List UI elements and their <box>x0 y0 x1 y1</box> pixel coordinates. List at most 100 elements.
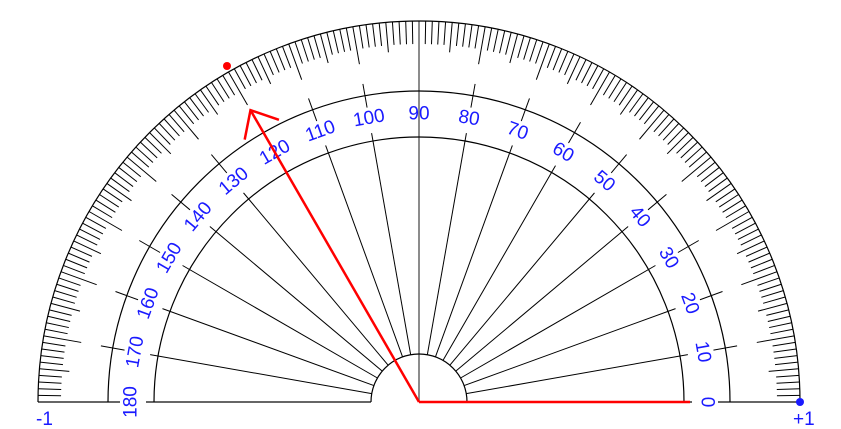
degree-tick <box>658 118 675 137</box>
degree-tick <box>63 264 85 275</box>
degree-tick <box>173 109 199 140</box>
degree-tick <box>200 89 219 115</box>
degree-tick <box>38 381 62 384</box>
degree-tick <box>46 322 69 329</box>
degree-tick <box>731 216 753 229</box>
degree-tick <box>194 93 209 113</box>
degree-tick <box>776 374 800 378</box>
degree-tick <box>772 341 796 347</box>
degree-tick <box>613 82 627 103</box>
radial-line <box>182 265 378 379</box>
degree-tick <box>684 146 703 163</box>
degree-tick <box>339 29 346 52</box>
degree-tick <box>629 93 644 113</box>
degree-tick <box>44 328 68 335</box>
degree-tick <box>634 97 649 117</box>
angle-label: 0 <box>697 397 718 408</box>
degree-tick <box>391 21 395 45</box>
degree-tick <box>281 46 292 68</box>
degree-tick <box>131 151 150 168</box>
degree-tick <box>294 41 303 64</box>
degree-tick <box>535 43 550 80</box>
degree-tick <box>639 101 654 121</box>
middle-arc <box>107 90 731 403</box>
degree-tick <box>509 33 519 64</box>
degree-tick <box>756 335 795 343</box>
radial-line <box>325 145 404 358</box>
degree-tick <box>49 309 72 316</box>
degree-tick <box>643 105 660 125</box>
degree-tick <box>722 199 743 213</box>
degree-tick <box>462 23 466 47</box>
degree-tick <box>358 25 364 49</box>
right-handle[interactable] <box>796 398 804 406</box>
degree-tick <box>468 24 473 48</box>
degree-tick <box>40 361 64 366</box>
radial-line <box>455 226 629 372</box>
degree-tick <box>535 41 544 64</box>
center-arc <box>370 353 468 403</box>
degree-tick <box>122 161 142 178</box>
degree-tick <box>676 136 694 154</box>
degree-tick <box>313 35 321 59</box>
degree-tick <box>144 136 162 154</box>
degree-tick <box>300 39 309 62</box>
angle-label: 50 <box>589 167 619 197</box>
radial-line <box>460 265 656 379</box>
angle-label: 150 <box>153 239 187 277</box>
degree-tick <box>168 114 185 133</box>
degree-tick <box>275 48 286 71</box>
degree-tick <box>40 355 64 359</box>
degree-tick <box>639 109 665 140</box>
degree-tick <box>39 368 70 372</box>
degree-ticks <box>38 21 800 402</box>
degree-tick <box>126 156 157 182</box>
inner-arc <box>153 136 685 403</box>
angle-label: 60 <box>549 138 578 167</box>
degree-tick <box>486 27 493 51</box>
degree-tick <box>704 172 724 187</box>
degree-tick <box>770 328 794 335</box>
degree-tick <box>153 127 171 145</box>
degree-tick <box>372 23 376 47</box>
rotation-handle[interactable] <box>223 62 231 70</box>
radial-line <box>243 192 389 366</box>
degree-tick <box>499 30 506 54</box>
degree-tick <box>505 32 512 55</box>
degree-tick <box>158 123 176 141</box>
degree-tick <box>449 22 453 53</box>
degree-tick <box>189 97 204 117</box>
degree-tick <box>52 296 76 304</box>
degree-tick <box>257 56 272 85</box>
degree-tick <box>700 167 720 182</box>
radial-line <box>162 308 375 387</box>
degree-tick <box>773 348 797 353</box>
degree-tick <box>762 296 786 304</box>
radial-line <box>434 145 513 358</box>
angle-label: 10 <box>690 340 714 364</box>
degree-tick <box>65 258 88 269</box>
degree-tick <box>233 68 246 90</box>
degree-tick <box>140 141 158 159</box>
degree-tick <box>68 252 90 263</box>
degree-tick <box>149 132 172 155</box>
degree-tick <box>437 21 440 45</box>
degree-tick <box>558 51 569 73</box>
degree-tick <box>73 240 102 255</box>
angle-label: 100 <box>352 105 387 131</box>
degree-tick <box>307 37 315 60</box>
degree-tick <box>680 141 698 159</box>
left-end-label: -1 <box>36 409 53 429</box>
degree-tick <box>430 21 433 45</box>
degree-tick <box>443 21 447 45</box>
degree-tick <box>239 65 252 87</box>
radial-line <box>442 165 556 361</box>
angle-label: 80 <box>457 106 481 130</box>
degree-tick <box>478 26 486 65</box>
angle-label: 110 <box>303 116 339 146</box>
angle-label: 180 <box>121 386 142 418</box>
degree-tick <box>228 71 248 106</box>
degree-tick <box>42 341 66 347</box>
degree-tick <box>529 39 538 62</box>
